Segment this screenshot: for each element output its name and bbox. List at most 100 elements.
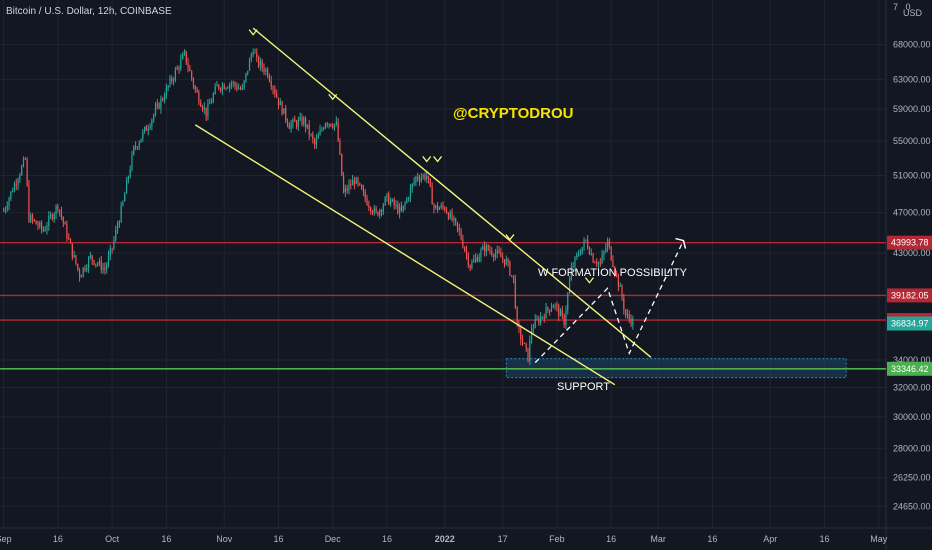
time-tick-label: 16 [707, 534, 717, 544]
candle-body [31, 215, 34, 220]
candle-body [221, 84, 224, 91]
candle-body [523, 342, 525, 344]
candle-body [483, 246, 486, 252]
candle-body [144, 126, 146, 132]
candle-body [192, 78, 195, 87]
candle-body [346, 188, 348, 191]
candle-body [480, 249, 482, 257]
candle-body [209, 103, 211, 105]
candle-body [587, 239, 589, 249]
candle-body [64, 222, 66, 225]
candle-body [326, 123, 328, 125]
candle-body [21, 166, 23, 176]
candle-body [436, 205, 439, 210]
candle-body [386, 193, 388, 198]
candle-body [440, 205, 442, 208]
candle-body [355, 178, 357, 185]
candle-body [617, 274, 619, 287]
candle-body [234, 82, 236, 86]
candle-body [626, 314, 629, 316]
candle-body [449, 212, 451, 219]
candle-body [286, 119, 289, 125]
candle-body [503, 259, 506, 265]
candle-body [93, 260, 95, 265]
candle-body [91, 255, 93, 261]
candle-body [431, 186, 433, 205]
candle-body [532, 327, 535, 330]
price-label: 36834.97 [891, 319, 929, 329]
candle-body [411, 183, 413, 189]
candle-body [98, 260, 101, 264]
candle-body [51, 215, 54, 220]
candle-body [447, 213, 450, 219]
candle-body [608, 240, 610, 247]
candle-body [229, 84, 231, 88]
candle-body [339, 141, 341, 154]
candle-body [520, 328, 522, 340]
candle-body [478, 256, 480, 262]
touch-marker [328, 93, 338, 101]
candle-body [359, 183, 361, 185]
candle-body [335, 121, 337, 125]
candle-body [118, 222, 120, 226]
candle-body [362, 189, 365, 192]
candle-body [601, 255, 603, 263]
price-label: 33346.42 [891, 364, 929, 374]
price-axis-top-label: 7 0 [893, 2, 911, 12]
candle-body [397, 204, 399, 214]
price-tick-label: 32000.00 [893, 383, 931, 393]
candle-body [525, 343, 527, 348]
candle-body [377, 211, 379, 216]
candle-body [310, 134, 312, 136]
candle-body [26, 159, 28, 185]
candle-body [147, 128, 149, 131]
candle-body [321, 129, 323, 131]
candle-body [610, 246, 612, 261]
candle-body [274, 89, 276, 95]
candle-body [28, 184, 30, 222]
candle-body [485, 245, 487, 252]
candle-body [552, 305, 554, 308]
candle-body [75, 255, 77, 264]
candle-body [254, 52, 256, 54]
candle-body [303, 117, 305, 125]
candle-body [297, 119, 299, 127]
candle-body [632, 318, 634, 325]
candle-body [281, 101, 283, 115]
price-tick-label: 34000.00 [893, 355, 931, 365]
candle-body [388, 193, 390, 205]
candle-body [13, 183, 16, 192]
candle-body [77, 263, 79, 270]
candle-body [17, 179, 19, 185]
candle-body [154, 107, 157, 115]
candle-body [594, 262, 596, 264]
candle-body [511, 275, 513, 277]
candle-body [248, 59, 251, 71]
candle-body [267, 69, 269, 77]
candle-body [512, 275, 515, 279]
candle-body [279, 101, 281, 106]
candle-body [113, 239, 115, 249]
currency-label[interactable]: USD [903, 8, 923, 18]
candle-body [201, 106, 204, 110]
candle-body [404, 202, 406, 206]
candle-body [370, 207, 372, 212]
candle-body [464, 247, 466, 251]
candle-body [554, 304, 556, 306]
candle-body [82, 267, 84, 276]
candle-body [615, 273, 618, 275]
candle-body [236, 85, 238, 90]
candle-body [408, 198, 410, 200]
candle-body [623, 297, 625, 310]
support-annotation: SUPPORT [557, 381, 610, 393]
price-tick-label: 28000.00 [893, 443, 931, 453]
candle-body [109, 248, 111, 256]
candle-body [545, 307, 547, 319]
candle-body [389, 201, 392, 205]
price-label-box [887, 361, 932, 376]
candle-body [133, 146, 135, 154]
candle-body [71, 243, 73, 258]
candle-body [136, 147, 139, 149]
